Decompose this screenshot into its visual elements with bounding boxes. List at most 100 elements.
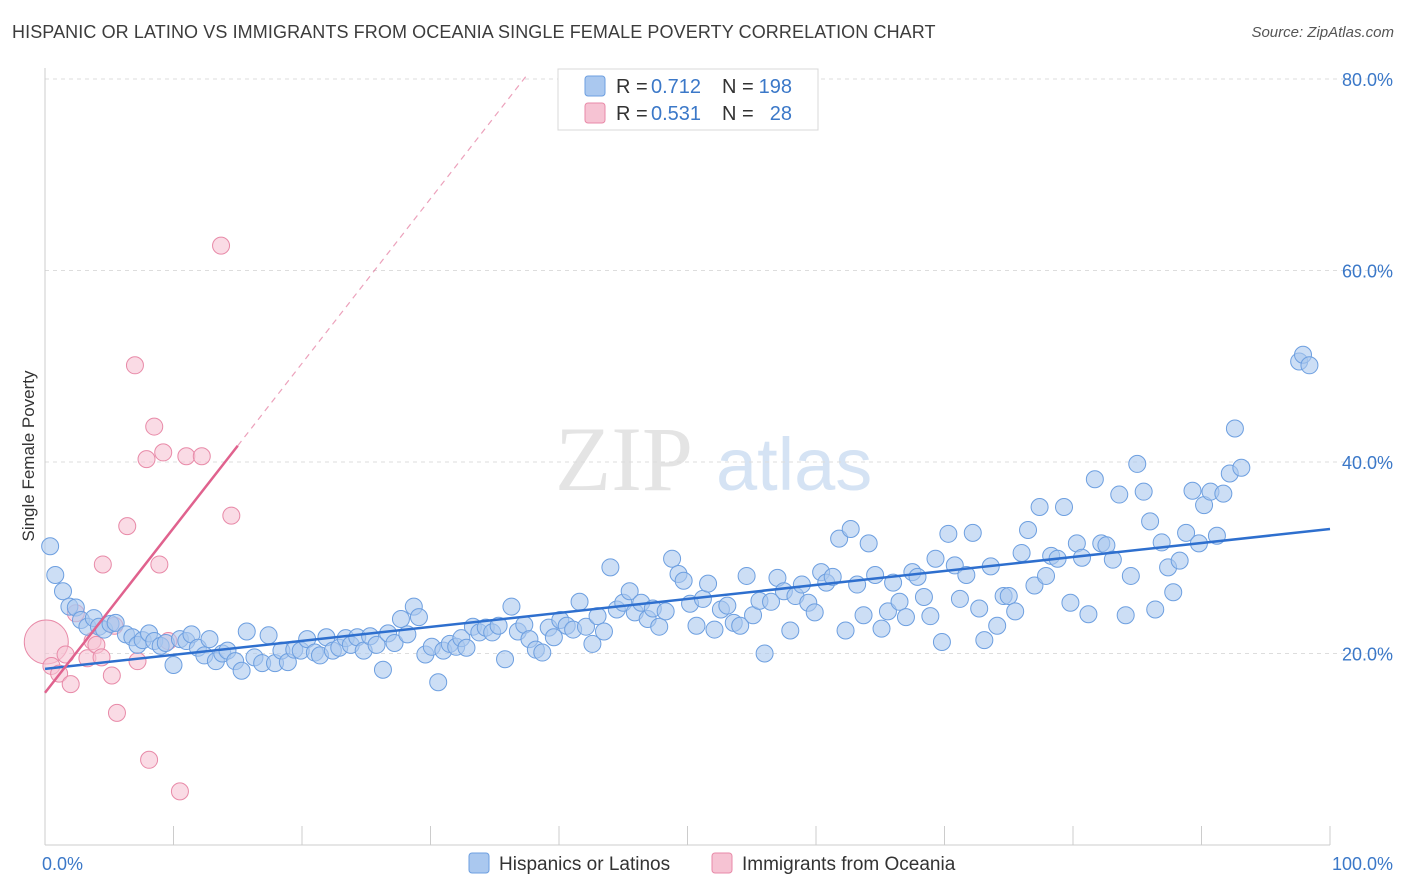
data-point-hispanic xyxy=(792,575,811,594)
legend-blue-n-value: 198 xyxy=(759,76,792,98)
data-point-hispanic xyxy=(1128,454,1147,473)
trend-line-hispanics xyxy=(44,527,1331,671)
data-point-hispanic xyxy=(866,565,885,584)
data-point-hispanic xyxy=(1177,523,1196,542)
watermark-zip: ZIP xyxy=(555,408,693,510)
data-point-hispanic xyxy=(932,633,951,652)
data-point-hispanic xyxy=(1012,543,1031,562)
legend-hispanics-label: Hispanics or Latinos xyxy=(499,854,670,875)
data-point-hispanic xyxy=(594,622,613,641)
data-point-hispanic xyxy=(1061,593,1080,612)
x-tick-label-max: 100.0% xyxy=(1332,854,1393,874)
axis-ticks: 20.0% 40.0% 60.0% 80.0% 0.0% 100.0% xyxy=(42,70,1393,874)
x-tick-label-min: 0.0% xyxy=(42,854,83,874)
data-point-hispanic xyxy=(502,597,521,616)
data-point-oceania xyxy=(145,417,164,436)
data-point-hispanic xyxy=(570,592,589,611)
data-point-hispanic xyxy=(232,661,251,680)
data-point-hispanic xyxy=(737,566,756,585)
legend-hispanics-swatch xyxy=(468,852,490,874)
data-point-hispanic xyxy=(1055,498,1074,517)
legend-pink-r-label: R = xyxy=(616,103,648,125)
data-point-oceania xyxy=(154,443,173,462)
data-point-hispanic xyxy=(457,638,476,657)
data-point-hispanic xyxy=(1134,482,1153,501)
data-point-hispanic xyxy=(620,582,639,601)
data-point-hispanic xyxy=(576,617,595,636)
watermark-atlas: atlas xyxy=(716,423,872,506)
data-point-hispanic xyxy=(755,644,774,663)
series-hispanics-or-latinos xyxy=(41,345,1319,692)
data-point-hispanic xyxy=(656,602,675,621)
data-point-hispanic xyxy=(1116,606,1135,625)
data-point-hispanic xyxy=(939,524,958,543)
y-axis-label: Single Female Poverty xyxy=(19,370,38,542)
data-point-oceania xyxy=(222,506,241,525)
data-point-hispanic xyxy=(718,596,737,615)
data-point-oceania xyxy=(140,750,159,769)
data-point-hispanic xyxy=(1079,605,1098,624)
data-point-hispanic xyxy=(781,621,800,640)
data-point-hispanic xyxy=(914,588,933,607)
data-point-hispanic xyxy=(409,608,428,627)
data-point-oceania xyxy=(93,555,112,574)
data-point-hispanic xyxy=(674,571,693,590)
data-point-hispanic xyxy=(601,558,620,577)
data-point-hispanic xyxy=(731,616,750,635)
data-point-hispanic xyxy=(1183,481,1202,500)
data-point-hispanic xyxy=(841,520,860,539)
data-point-hispanic xyxy=(106,613,125,632)
data-point-hispanic xyxy=(1170,551,1189,570)
data-point-hispanic xyxy=(533,643,552,662)
data-point-hispanic xyxy=(988,616,1007,635)
data-point-hispanic xyxy=(1103,550,1122,569)
data-point-hispanic xyxy=(890,592,909,611)
data-point-hispanic xyxy=(200,630,219,649)
data-point-hispanic xyxy=(836,621,855,640)
data-point-oceania xyxy=(107,703,126,722)
data-point-hispanic xyxy=(921,607,940,626)
legend-pink-r-value: 0.531 xyxy=(651,103,701,125)
legend-oceania-label: Immigrants from Oceania xyxy=(742,854,956,875)
trend-lines xyxy=(44,73,1331,694)
data-point-hispanic xyxy=(1037,566,1056,585)
data-point-hispanic xyxy=(957,565,976,584)
legend-blue-r-value: 0.712 xyxy=(651,76,701,98)
data-point-hispanic xyxy=(970,599,989,618)
grid-lines xyxy=(45,78,1392,654)
legend-pink-n-label: N = xyxy=(722,103,754,125)
data-point-oceania xyxy=(192,447,211,466)
data-point-hispanic xyxy=(385,633,404,652)
data-point-hispanic xyxy=(1214,484,1233,503)
data-point-oceania xyxy=(102,666,121,685)
data-point-hispanic xyxy=(1085,470,1104,489)
series-immigrants-from-oceania xyxy=(23,236,241,801)
legend-blue-r-label: R = xyxy=(616,76,648,98)
data-point-hispanic xyxy=(687,616,706,635)
trend-extension-oceania xyxy=(237,73,529,447)
data-point-hispanic xyxy=(391,610,410,629)
source-label: Source: ZipAtlas.com xyxy=(1251,24,1394,41)
data-point-hispanic xyxy=(999,587,1018,606)
data-point-hispanic xyxy=(53,582,72,601)
y-tick-label: 80.0% xyxy=(1342,70,1393,90)
y-tick-label: 40.0% xyxy=(1342,453,1393,473)
data-point-hispanic xyxy=(878,602,897,621)
data-point-hispanic xyxy=(908,567,927,586)
data-point-hispanic xyxy=(1110,485,1129,504)
data-point-oceania xyxy=(150,555,169,574)
data-point-hispanic xyxy=(884,573,903,592)
data-point-hispanic xyxy=(489,616,508,635)
data-point-hispanic xyxy=(830,529,849,548)
data-point-hispanic xyxy=(237,622,256,641)
chart-title: HISPANIC OR LATINO VS IMMIGRANTS FROM OC… xyxy=(12,22,936,42)
data-point-oceania xyxy=(137,450,156,469)
data-point-hispanic xyxy=(1164,583,1183,602)
data-point-oceania xyxy=(212,236,231,255)
data-point-hispanic xyxy=(164,655,183,674)
data-point-hispanic xyxy=(1019,520,1038,539)
correlation-legend: R = 0.712 N = 198 R = 0.531 N = 28 xyxy=(557,68,819,131)
data-point-hispanic xyxy=(1030,498,1049,517)
data-point-hispanic xyxy=(1006,602,1025,621)
